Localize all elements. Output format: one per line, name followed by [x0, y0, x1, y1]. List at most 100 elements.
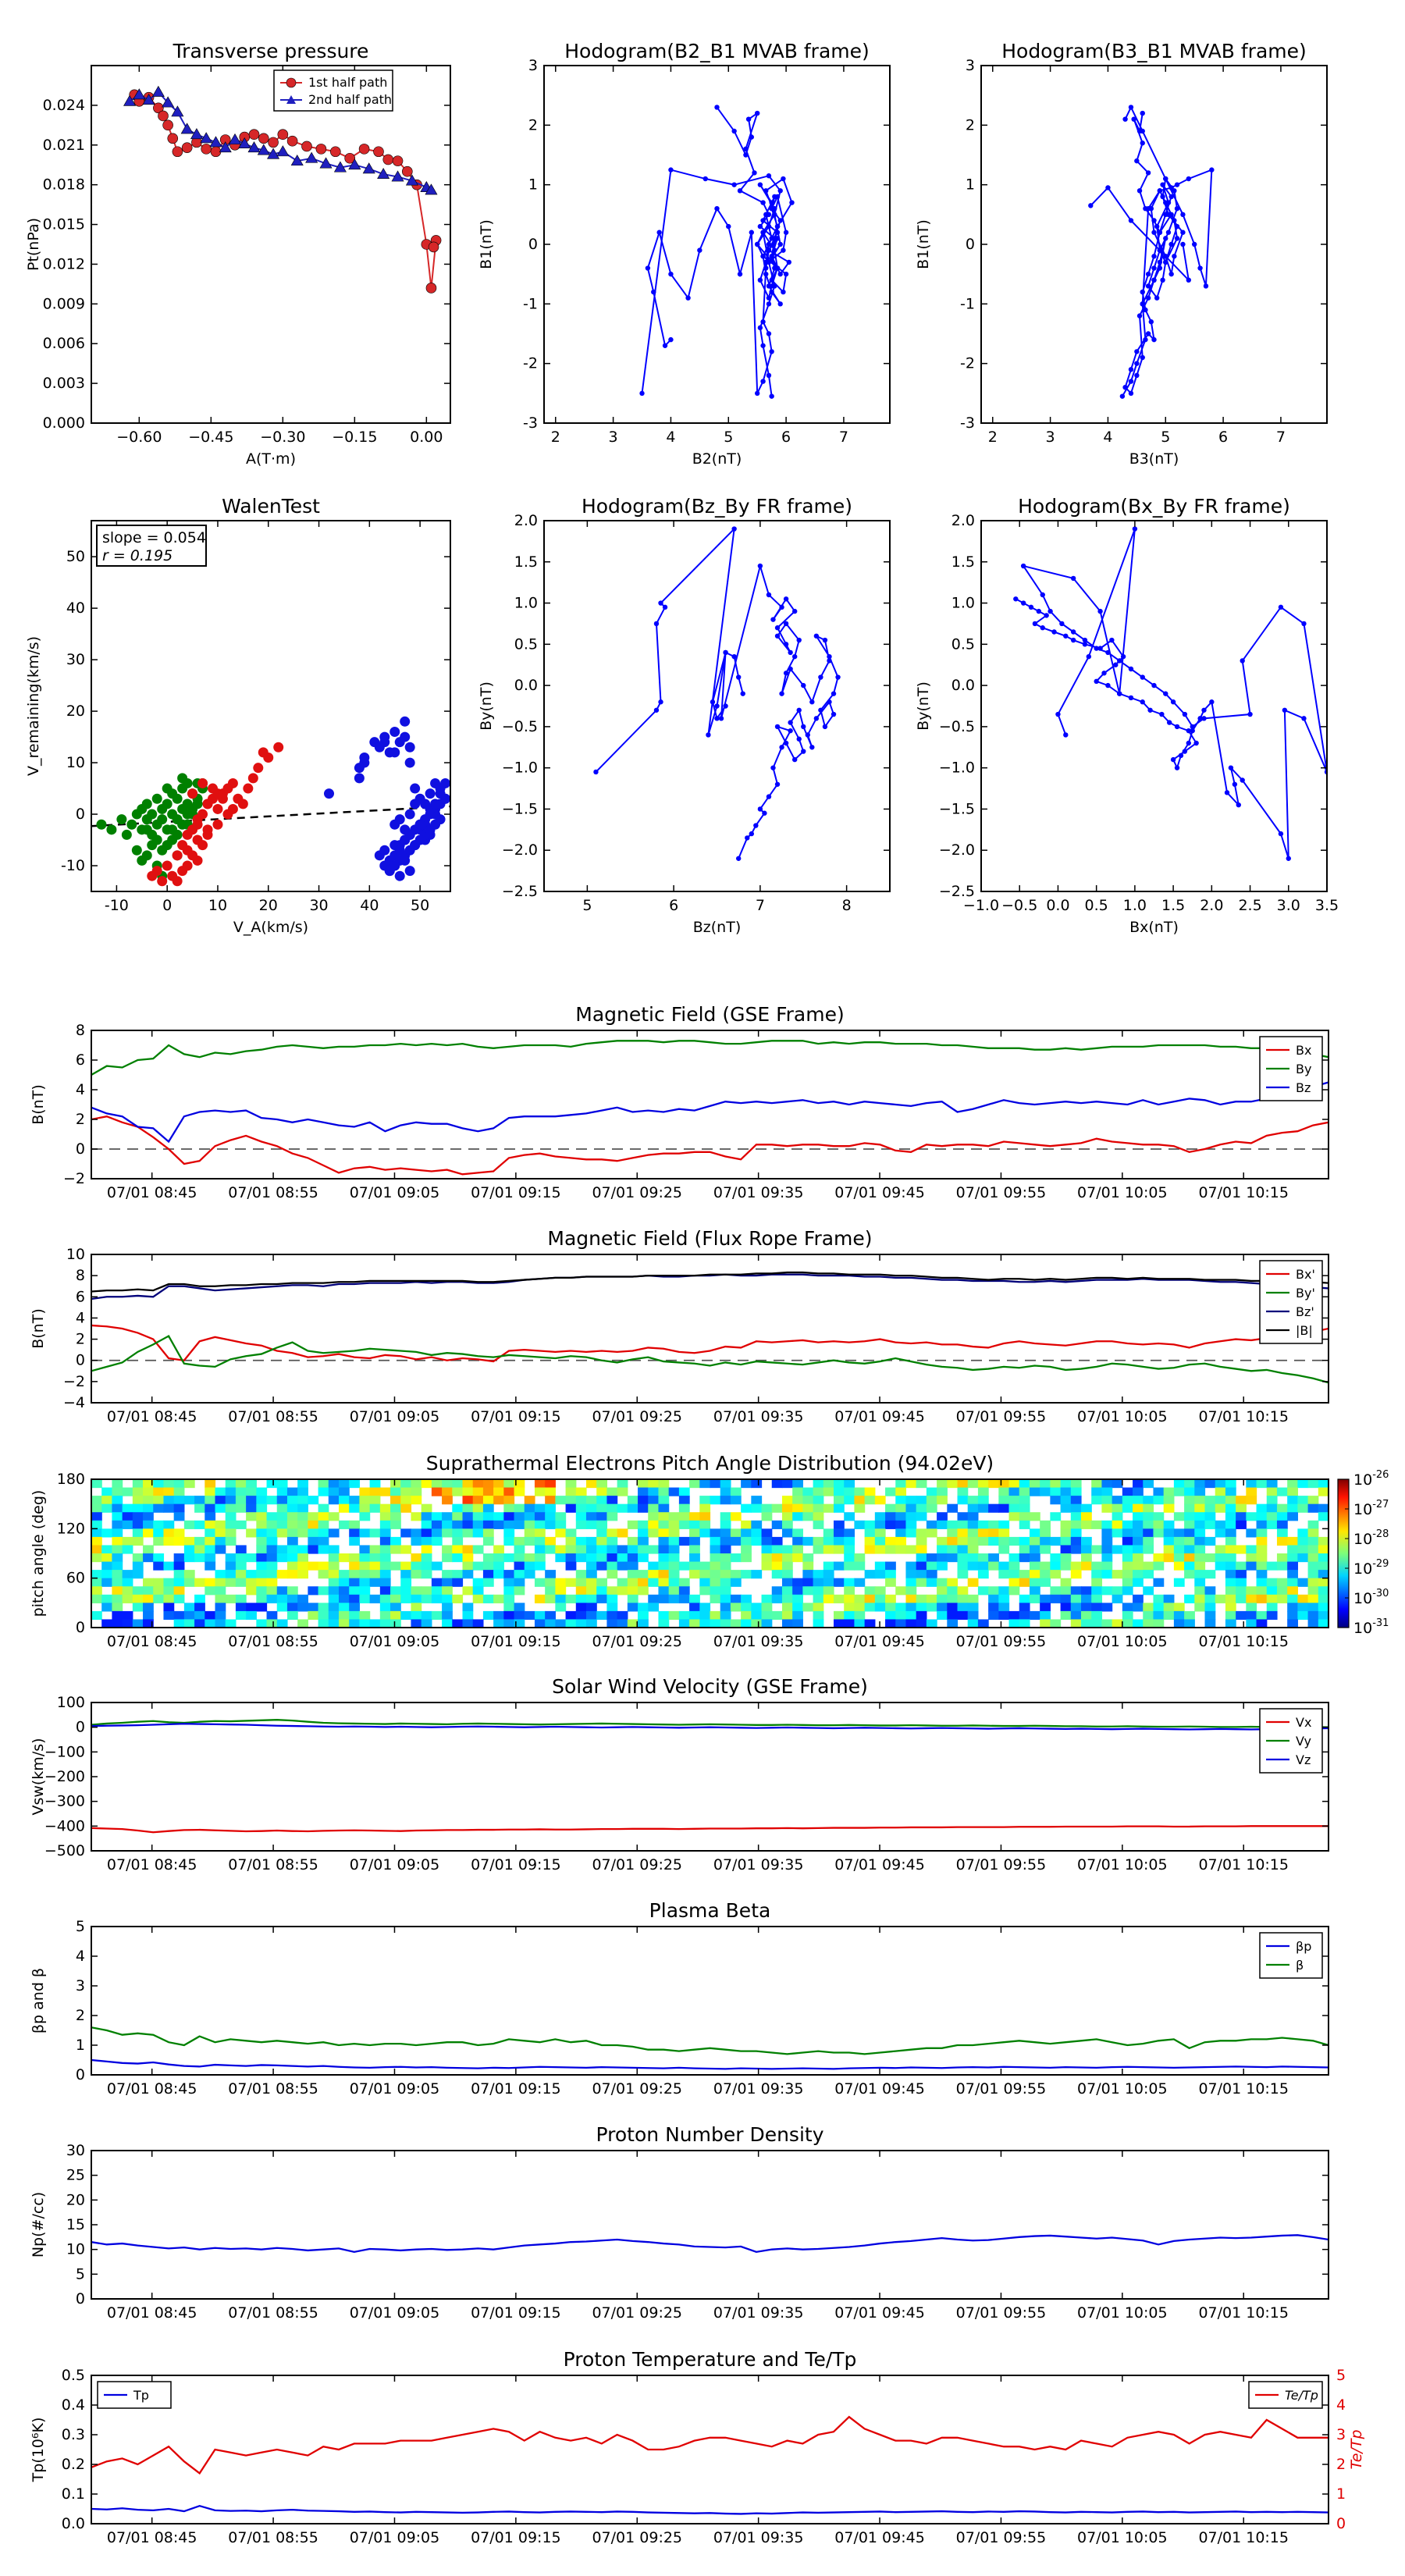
data-point	[410, 783, 421, 794]
data-point	[731, 526, 737, 532]
heatmap-cell	[689, 1536, 700, 1546]
heatmap-cell	[1236, 1520, 1247, 1529]
heatmap-cell	[977, 1570, 989, 1579]
data-point	[1128, 105, 1134, 110]
heatmap-cell	[328, 1610, 340, 1621]
heatmap-cell	[503, 1578, 515, 1587]
heatmap-cell	[1091, 1520, 1103, 1529]
data-point	[1163, 176, 1168, 182]
heatmap-cell	[91, 1479, 102, 1489]
heatmap-cell	[802, 1512, 814, 1521]
data-point	[1148, 319, 1154, 325]
data-point	[760, 379, 766, 384]
heatmap-cell	[112, 1479, 123, 1489]
heatmap-cell	[1008, 1512, 1020, 1521]
heatmap-cell	[514, 1545, 525, 1554]
heatmap-cell	[1173, 1545, 1185, 1554]
heatmap-cell	[565, 1528, 577, 1538]
heatmap-cell	[143, 1594, 154, 1603]
y-tick-label: 1	[76, 2037, 85, 2054]
heatmap-cell	[328, 1479, 340, 1489]
data-point	[1160, 277, 1165, 283]
heatmap-cell	[442, 1594, 453, 1603]
heatmap-cell	[658, 1610, 670, 1621]
heatmap-cell	[905, 1545, 917, 1554]
data-point	[1134, 158, 1140, 164]
heatmap-cell	[895, 1479, 907, 1489]
heatmap-cell	[205, 1545, 216, 1554]
heatmap-cell	[256, 1512, 268, 1521]
heatmap-cell	[379, 1610, 391, 1621]
heatmap-cell	[957, 1528, 969, 1538]
heatmap-cell	[205, 1479, 216, 1489]
data-point	[1145, 271, 1151, 277]
x-tick-label: 07/01 09:35	[713, 2080, 804, 2097]
data-point	[779, 691, 784, 696]
data-point	[1224, 790, 1230, 795]
data-point	[202, 799, 213, 809]
data-point	[1120, 653, 1126, 660]
plot-area	[91, 1040, 1329, 1176]
heatmap-cell	[1287, 1487, 1298, 1496]
data-point	[1174, 236, 1180, 241]
data-point	[788, 728, 793, 734]
x-tick-label: -10	[105, 897, 129, 914]
y-tick-label: 20	[66, 703, 85, 720]
heatmap-cell	[802, 1496, 814, 1505]
heatmap-cell	[1060, 1520, 1072, 1529]
heatmap-cell	[668, 1594, 680, 1603]
x-tick-label: 3	[1046, 429, 1055, 446]
heatmap-cell	[194, 1520, 205, 1529]
heatmap-cell	[369, 1545, 381, 1554]
heatmap-cell	[792, 1610, 803, 1621]
heatmap-cell	[916, 1512, 927, 1521]
y-right-tick-label: 2	[1336, 2456, 1346, 2473]
heatmap-cell	[1060, 1496, 1072, 1505]
heatmap-cell	[1287, 1610, 1298, 1621]
heatmap-cell	[905, 1594, 917, 1603]
legend-label: 2nd half path	[308, 92, 392, 107]
heatmap-cell	[339, 1603, 350, 1612]
heatmap-cell	[638, 1619, 649, 1628]
data-point	[121, 829, 132, 840]
data-point	[392, 155, 404, 166]
heatmap-cell	[988, 1528, 999, 1538]
data-point	[766, 794, 772, 799]
heatmap-cell	[256, 1487, 268, 1496]
data-point	[714, 105, 720, 110]
heatmap-cell	[1101, 1603, 1113, 1612]
heatmap-cell	[741, 1503, 752, 1513]
data-point	[1140, 354, 1145, 361]
heatmap-cell	[998, 1503, 1010, 1513]
heatmap-cell	[328, 1487, 340, 1496]
heatmap-cell	[874, 1603, 886, 1612]
heatmap-cell	[834, 1578, 845, 1587]
heatmap-cell	[823, 1578, 834, 1587]
heatmap-cell	[617, 1561, 628, 1571]
heatmap-cell	[215, 1536, 226, 1546]
data-point	[379, 845, 390, 856]
data-point	[813, 633, 820, 639]
heatmap-cell	[1040, 1561, 1051, 1571]
plot-area	[91, 1479, 1329, 1628]
x-tick-label: 07/01 09:25	[592, 1184, 682, 1201]
heatmap-cell	[286, 1586, 298, 1596]
heatmap-cell	[1215, 1528, 1226, 1538]
heatmap-cell	[781, 1553, 793, 1563]
y-right-tick-label: 3	[1336, 2426, 1346, 2443]
data-point	[737, 271, 743, 277]
data-point	[1070, 637, 1076, 643]
heatmap-cell	[205, 1553, 216, 1563]
heatmap-cell	[761, 1610, 773, 1621]
heatmap-cell	[1153, 1553, 1165, 1563]
heatmap-cell	[720, 1528, 731, 1538]
x-tick-label: 07/01 08:55	[228, 2304, 318, 2322]
heatmap-cell	[266, 1570, 278, 1579]
x-tick-label: 07/01 09:25	[592, 1856, 682, 1873]
heatmap-cell	[1256, 1578, 1268, 1587]
data-point	[209, 136, 222, 148]
heatmap-cell	[720, 1594, 731, 1603]
x-tick-label: 0	[162, 897, 172, 914]
data-point	[126, 819, 137, 830]
data-point	[177, 819, 188, 830]
